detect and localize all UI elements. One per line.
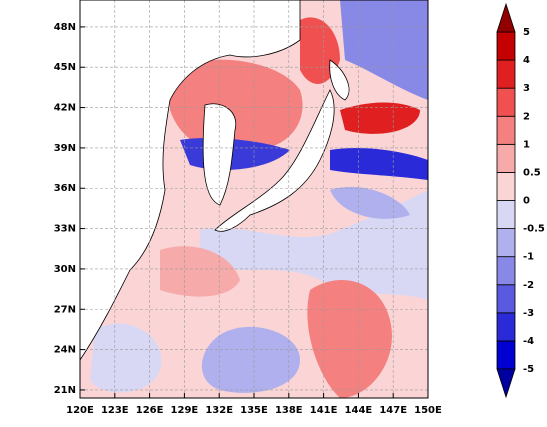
colorbar-box — [496, 87, 516, 117]
land — [202, 103, 237, 206]
colorbar-label: 3 — [523, 83, 530, 94]
y-tick-label: 48N — [54, 22, 76, 33]
field-patch — [330, 148, 428, 180]
y-tick-label: 27N — [54, 304, 76, 315]
y-tick-label: 33N — [54, 224, 76, 235]
x-tick-label: 138E — [275, 405, 303, 416]
x-tick-label: 120E — [66, 405, 94, 416]
colorbar-label: 4 — [523, 55, 530, 66]
field-patch — [201, 326, 300, 393]
colorbar-label: -5 — [523, 364, 534, 375]
colorbar-box — [496, 284, 516, 314]
colorbar-box — [496, 172, 516, 201]
field-patch — [330, 186, 410, 219]
y-tick-label: 24N — [54, 345, 76, 356]
field-patch — [90, 323, 162, 393]
x-tick-label: 135E — [240, 405, 268, 416]
field — [80, 0, 428, 398]
land — [214, 89, 335, 232]
land — [329, 59, 350, 101]
field-patch — [340, 102, 420, 134]
colorbar-box — [496, 312, 516, 342]
x-tick-label: 147E — [379, 405, 407, 416]
x-tick-label: 123E — [101, 405, 129, 416]
field-patch — [340, 0, 428, 100]
x-tick-label: 132E — [205, 405, 233, 416]
colorbar-label: 5 — [523, 27, 530, 38]
x-tick-label: 141E — [310, 405, 338, 416]
colorbar-label: 1 — [523, 139, 530, 150]
colorbar-label: 0 — [523, 196, 530, 207]
colorbar-label: -2 — [523, 280, 534, 291]
y-tick-label: 39N — [54, 143, 76, 154]
colorbar-box — [496, 115, 516, 145]
colorbar-box — [496, 200, 516, 229]
x-tick-label: 150E — [414, 405, 442, 416]
land — [80, 0, 301, 361]
y-tick-label: 21N — [54, 385, 76, 396]
x-tick-label: 129E — [171, 405, 199, 416]
colorbar-label: 2 — [523, 111, 530, 122]
colorbar-triangle-high — [496, 2, 516, 33]
colorbar-label: -4 — [523, 336, 534, 347]
y-tick-label: 42N — [54, 103, 76, 114]
colorbar-box — [496, 143, 516, 173]
x-tick-label: 126E — [136, 405, 164, 416]
y-tick-label: 30N — [54, 264, 76, 275]
colorbar-triangle-low — [496, 368, 516, 399]
colorbar-box — [496, 340, 516, 370]
y-tick-label: 36N — [54, 183, 76, 194]
x-tick-label: 144E — [345, 405, 373, 416]
colorbar-box — [496, 228, 516, 258]
colorbar-label: -0.5 — [523, 224, 545, 235]
colorbar-box — [496, 256, 516, 286]
y-tick-label: 45N — [54, 62, 76, 73]
colorbar-label: -1 — [523, 252, 534, 263]
colorbar-label: 0.5 — [523, 167, 541, 178]
colorbar-label: -3 — [523, 308, 534, 319]
colorbar-box — [496, 59, 516, 89]
field-patch — [160, 246, 240, 297]
colorbar-box — [496, 31, 516, 61]
